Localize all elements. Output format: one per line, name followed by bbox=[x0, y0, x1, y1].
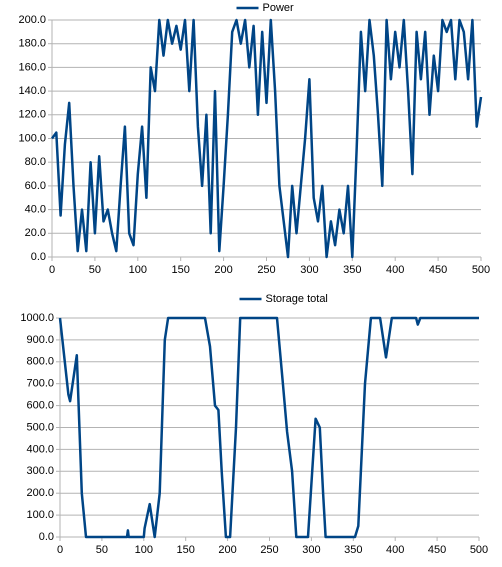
y-tick-label: 100.0 bbox=[18, 132, 46, 144]
x-tick-label: 450 bbox=[428, 544, 446, 556]
y-tick-label: 40.0 bbox=[25, 204, 46, 216]
y-tick-label: 0.0 bbox=[31, 251, 46, 263]
x-tick-label: 100 bbox=[129, 264, 147, 276]
x-tick-label: 0 bbox=[49, 264, 55, 276]
y-tick-label: 900.0 bbox=[26, 334, 54, 346]
legend-label: Power bbox=[263, 2, 295, 14]
y-tick-label: 200.0 bbox=[18, 14, 46, 26]
x-tick-label: 0 bbox=[57, 544, 63, 556]
y-tick-label: 300.0 bbox=[26, 465, 54, 477]
x-tick-label: 100 bbox=[135, 544, 153, 556]
x-tick-label: 250 bbox=[260, 544, 278, 556]
y-tick-label: 100.0 bbox=[26, 509, 54, 521]
y-tick-label: 140.0 bbox=[18, 85, 46, 97]
y-tick-label: 120.0 bbox=[18, 109, 46, 121]
data-line bbox=[58, 316, 479, 539]
x-tick-label: 350 bbox=[343, 264, 361, 276]
y-tick-label: 200.0 bbox=[26, 487, 54, 499]
x-tick-label: 200 bbox=[214, 264, 232, 276]
x-tick-label: 300 bbox=[300, 264, 318, 276]
x-tick-label: 150 bbox=[177, 544, 195, 556]
y-tick-label: 700.0 bbox=[26, 378, 54, 390]
x-tick-label: 400 bbox=[386, 264, 404, 276]
y-tick-label: 20.0 bbox=[25, 227, 46, 239]
x-tick-label: 500 bbox=[472, 264, 490, 276]
x-tick-label: 50 bbox=[96, 544, 108, 556]
y-tick-label: 160.0 bbox=[18, 61, 46, 73]
x-tick-label: 400 bbox=[386, 544, 404, 556]
x-tick-label: 350 bbox=[344, 544, 362, 556]
data-line bbox=[50, 18, 483, 259]
y-tick-label: 180.0 bbox=[18, 38, 46, 50]
x-tick-label: 50 bbox=[89, 264, 101, 276]
legend-label: Storage total bbox=[266, 293, 328, 305]
y-tick-label: 60.0 bbox=[25, 180, 46, 192]
x-tick-label: 150 bbox=[172, 264, 190, 276]
y-tick-label: 80.0 bbox=[25, 156, 46, 168]
y-tick-label: 1000.0 bbox=[20, 312, 54, 324]
y-tick-label: 600.0 bbox=[26, 400, 54, 412]
x-tick-label: 500 bbox=[470, 544, 488, 556]
y-tick-label: 500.0 bbox=[26, 421, 54, 433]
x-tick-label: 450 bbox=[429, 264, 447, 276]
y-tick-label: 400.0 bbox=[26, 443, 54, 455]
x-tick-label: 200 bbox=[218, 544, 236, 556]
x-tick-label: 300 bbox=[302, 544, 320, 556]
y-tick-label: 0.0 bbox=[39, 531, 54, 543]
x-tick-label: 250 bbox=[257, 264, 275, 276]
y-tick-label: 800.0 bbox=[26, 356, 54, 368]
